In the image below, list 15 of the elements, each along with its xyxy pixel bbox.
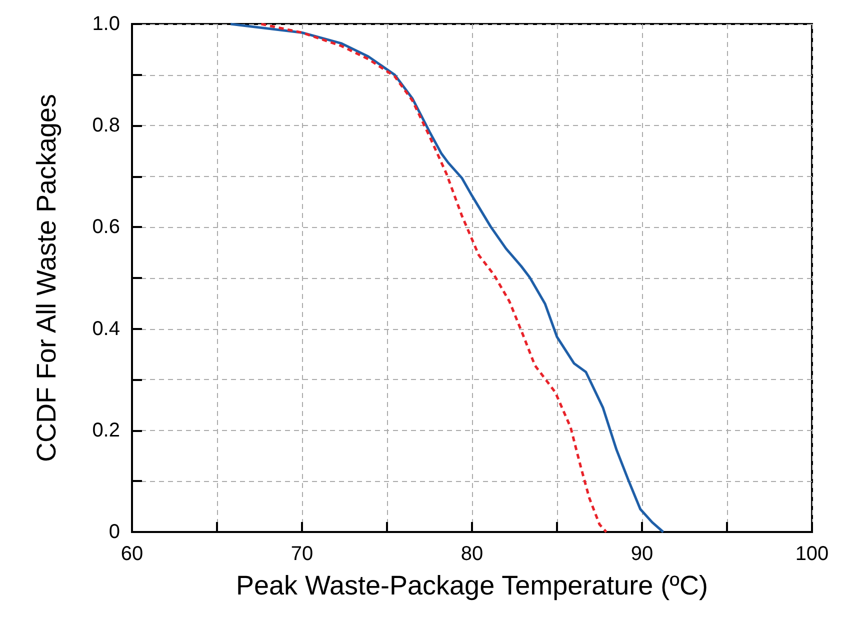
y-axis-title: CCDF For All Waste Packages — [32, 94, 62, 462]
y-tick-label: 0 — [108, 521, 120, 543]
y-tick-label: 0.2 — [92, 419, 120, 442]
x-axis-title: Peak Waste-Package Temperature (ºC) — [236, 570, 708, 600]
line-series — [260, 22, 608, 534]
x-tick-label: 80 — [460, 543, 484, 565]
x-tick-label: 90 — [630, 543, 654, 565]
y-tick-label: 0.4 — [92, 318, 120, 340]
x-tick-label: 70 — [290, 543, 314, 565]
y-tick-label: 0.6 — [92, 216, 120, 238]
x-tick-label: 60 — [120, 543, 144, 565]
y-tick-label: 1.0 — [92, 13, 120, 35]
y-tick-label: 0.8 — [92, 114, 120, 137]
line-series — [229, 22, 664, 534]
x-tick-label: 100 — [795, 543, 829, 565]
